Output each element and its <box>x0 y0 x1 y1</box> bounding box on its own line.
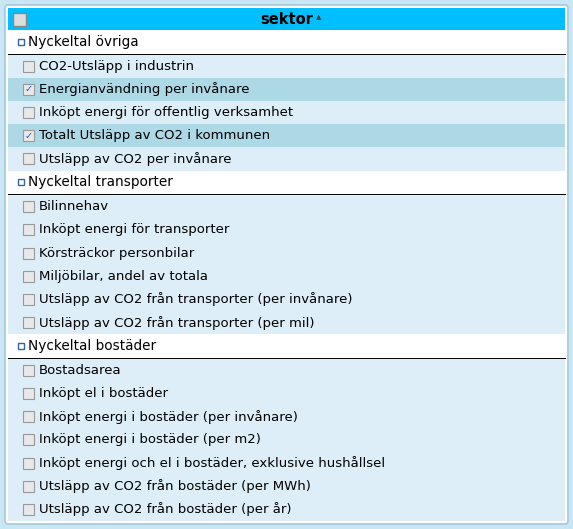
Bar <box>8 359 565 382</box>
Text: sektor: sektor <box>260 12 313 26</box>
Bar <box>8 428 565 451</box>
Bar <box>8 78 565 101</box>
Bar <box>23 130 34 141</box>
Text: CO2-Utsläpp i industrin: CO2-Utsläpp i industrin <box>39 60 194 73</box>
Text: Utsläpp av CO2 från transporter (per invånare): Utsläpp av CO2 från transporter (per inv… <box>39 293 352 306</box>
Bar <box>23 224 34 235</box>
Bar <box>8 218 565 242</box>
Bar <box>23 317 34 328</box>
Bar <box>8 195 565 218</box>
Bar <box>23 271 34 282</box>
Text: Utsläpp av CO2 från transporter (per mil): Utsläpp av CO2 från transporter (per mil… <box>39 316 315 330</box>
Bar <box>8 124 565 148</box>
Bar <box>18 39 24 44</box>
Bar <box>8 8 565 30</box>
Bar <box>8 264 565 288</box>
Text: Inköpt energi i bostäder (per invånare): Inköpt energi i bostäder (per invånare) <box>39 410 298 424</box>
Bar <box>8 405 565 428</box>
Bar <box>23 481 34 492</box>
Bar <box>23 504 34 515</box>
Text: Energianvändning per invånare: Energianvändning per invånare <box>39 83 249 96</box>
Bar <box>23 61 34 72</box>
Bar <box>23 365 34 376</box>
Bar <box>8 54 565 78</box>
Text: Miljöbilar, andel av totala: Miljöbilar, andel av totala <box>39 270 208 282</box>
Text: Nyckeltal bostäder: Nyckeltal bostäder <box>28 339 156 353</box>
Bar <box>8 334 565 357</box>
Bar <box>23 107 34 118</box>
FancyBboxPatch shape <box>5 5 568 524</box>
Text: Inköpt energi för transporter: Inköpt energi för transporter <box>39 223 229 236</box>
Bar <box>18 343 24 349</box>
Bar <box>8 242 565 264</box>
Text: Bilinnehav: Bilinnehav <box>39 200 109 213</box>
Bar <box>23 201 34 212</box>
Text: Totalt Utsläpp av CO2 i kommunen: Totalt Utsläpp av CO2 i kommunen <box>39 129 270 142</box>
Bar <box>23 411 34 422</box>
Text: Inköpt energi för offentlig verksamhet: Inköpt energi för offentlig verksamhet <box>39 106 293 119</box>
Text: Bostadsarea: Bostadsarea <box>39 364 121 377</box>
Bar <box>23 388 34 399</box>
Text: Inköpt el i bostäder: Inköpt el i bostäder <box>39 387 168 400</box>
Bar <box>8 101 565 124</box>
Text: Körsträckor personbilar: Körsträckor personbilar <box>39 247 194 260</box>
Bar <box>8 148 565 170</box>
Bar <box>13 13 26 25</box>
Bar <box>8 475 565 498</box>
Text: Nyckeltal transporter: Nyckeltal transporter <box>28 175 173 189</box>
Bar <box>8 382 565 405</box>
Bar <box>23 434 34 445</box>
Text: ✓: ✓ <box>25 131 33 141</box>
Bar <box>547 14 561 28</box>
Text: Inköpt energi i bostäder (per m2): Inköpt energi i bostäder (per m2) <box>39 433 261 446</box>
Text: Utsläpp av CO2 per invånare: Utsläpp av CO2 per invånare <box>39 152 231 166</box>
Bar <box>23 294 34 305</box>
Text: ▲: ▲ <box>316 14 321 20</box>
Bar <box>8 498 565 521</box>
Bar <box>8 30 565 53</box>
Bar <box>23 248 34 259</box>
Bar <box>23 458 34 469</box>
Bar <box>23 153 34 165</box>
Bar <box>23 84 34 95</box>
Text: Inköpt energi och el i bostäder, exklusive hushållsel: Inköpt energi och el i bostäder, exklusi… <box>39 456 385 470</box>
Text: Utsläpp av CO2 från bostäder (per MWh): Utsläpp av CO2 från bostäder (per MWh) <box>39 479 311 493</box>
Bar <box>18 179 24 185</box>
Bar <box>8 288 565 311</box>
Bar <box>8 451 565 475</box>
Text: ✓: ✓ <box>25 85 33 94</box>
Bar <box>8 311 565 334</box>
Text: Nyckeltal övriga: Nyckeltal övriga <box>28 34 139 49</box>
Text: Utsläpp av CO2 från bostäder (per år): Utsläpp av CO2 från bostäder (per år) <box>39 503 292 516</box>
Bar <box>8 170 565 194</box>
